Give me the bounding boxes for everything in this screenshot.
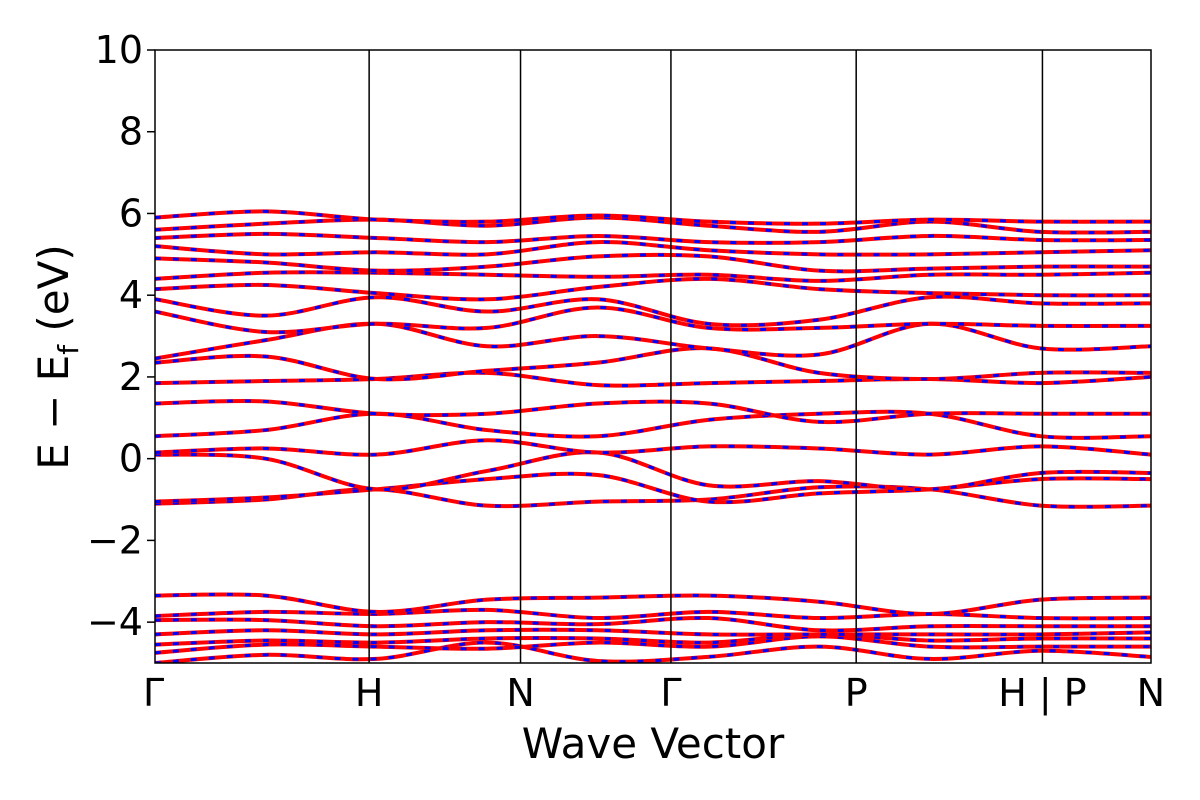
- x-axis-title: Wave Vector: [522, 719, 785, 768]
- y-axis: 10 8 6 4 2 0 −2 −4: [87, 28, 155, 644]
- y-tick-label: −4: [87, 600, 143, 644]
- y-tick-label: 2: [119, 355, 143, 399]
- y-tick-label: 4: [119, 273, 143, 317]
- y-axis-title: E − Ef (eV): [29, 244, 85, 470]
- band-spin-down: [155, 277, 1151, 301]
- x-tick-label: H | P: [998, 671, 1086, 716]
- band-spin-down: [155, 616, 1151, 633]
- band-spin-down: [155, 472, 1151, 504]
- high-symmetry-lines: [368, 50, 1044, 663]
- y-tick-label: 8: [119, 110, 143, 154]
- x-tick-label: Γ: [660, 671, 681, 715]
- x-tick-label: N: [1137, 671, 1165, 715]
- y-tick-label: 6: [119, 191, 143, 235]
- band-spin-down: [155, 438, 1151, 457]
- band-spin-down: [155, 209, 1151, 226]
- band-spin-down: [155, 628, 1151, 637]
- band-spin-up: [155, 346, 1151, 382]
- band-spin-down: [155, 608, 1151, 620]
- x-axis: Γ H N Γ P H | P N: [143, 671, 1165, 716]
- band-spin-down: [155, 253, 1151, 273]
- x-tick-label: Γ: [143, 671, 164, 715]
- band-spin-down: [155, 216, 1151, 235]
- y-tick-label: 10: [95, 28, 143, 72]
- band-spin-down: [155, 450, 1151, 491]
- band-spin-up: [155, 305, 1151, 335]
- band-spin-up: [155, 252, 1151, 274]
- y-tick-label: 0: [119, 437, 143, 481]
- x-tick-label: N: [506, 671, 534, 715]
- band-spin-down: [155, 632, 1151, 647]
- band-spin-down: [155, 371, 1151, 388]
- y-tick-label: −2: [87, 518, 143, 562]
- band-spin-down: [155, 322, 1151, 361]
- x-tick-label: H: [355, 671, 384, 715]
- band-spin-down: [155, 410, 1151, 440]
- plot-frame: [154, 49, 1152, 664]
- x-tick-label: P: [845, 671, 868, 715]
- band-spin-down: [155, 399, 1151, 424]
- band-spin-up: [155, 615, 1151, 633]
- band-spin-down: [155, 240, 1151, 257]
- band-spin-down: [155, 592, 1151, 616]
- band-spin-down: [155, 270, 1151, 283]
- band-spin-down: [155, 634, 1151, 655]
- band-spin-down: [155, 232, 1151, 245]
- band-spin-down: [155, 641, 1151, 663]
- band-spin-down: [155, 295, 1151, 327]
- band-spin-down: [155, 346, 1151, 381]
- band-spin-up: [155, 276, 1151, 302]
- bands-layer: [155, 209, 1151, 663]
